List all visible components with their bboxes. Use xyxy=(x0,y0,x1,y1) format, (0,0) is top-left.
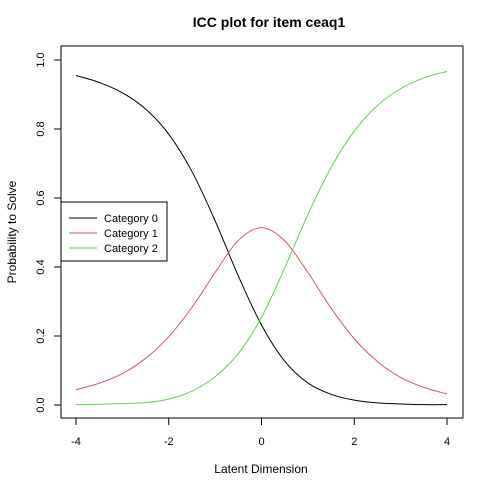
series-line-1 xyxy=(75,227,448,395)
x-tick-label: 2 xyxy=(351,436,357,448)
legend-box xyxy=(60,201,168,262)
x-tick-label: -2 xyxy=(164,436,174,448)
legend-label: Category 1 xyxy=(104,228,158,240)
y-axis-label: Probability to Solve xyxy=(5,180,19,283)
y-tick-label: 0.6 xyxy=(35,190,47,205)
x-tick-label: 4 xyxy=(444,436,450,448)
x-axis: -4 -2 0 2 4 xyxy=(71,417,450,448)
y-tick-label: 1.0 xyxy=(35,52,47,67)
legend-label: Category 2 xyxy=(104,243,158,255)
x-tick-label: 0 xyxy=(258,436,264,448)
x-tick-label: -4 xyxy=(71,436,81,448)
legend-label: Category 0 xyxy=(104,213,158,225)
series-line-2 xyxy=(75,70,448,406)
legend: Category 0 Category 1 Category 2 xyxy=(60,201,168,262)
y-tick-label: 0.4 xyxy=(35,259,47,274)
y-tick-label: 0.0 xyxy=(35,397,47,412)
series-line-0 xyxy=(75,75,448,406)
x-axis-label: Latent Dimension xyxy=(214,462,307,476)
series-layer xyxy=(75,70,448,406)
y-tick-label: 0.2 xyxy=(35,328,47,343)
y-tick-label: 0.8 xyxy=(35,121,47,136)
chart-title: ICC plot for item ceaq1 xyxy=(193,14,346,30)
